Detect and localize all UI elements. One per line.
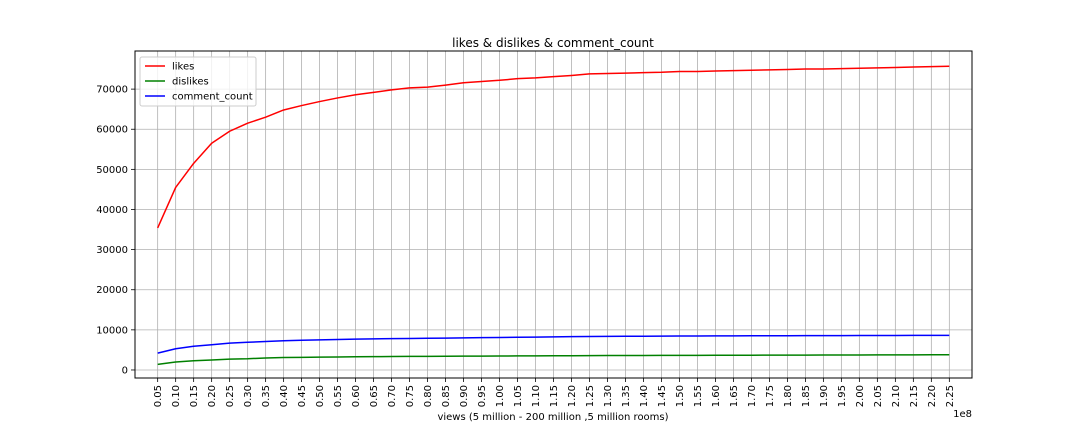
legend: likes dislikes comment_count	[139, 56, 257, 107]
legend-label: comment_count	[172, 92, 253, 103]
x-tick-label: 1.85	[801, 385, 812, 407]
series-line-dislikes	[157, 354, 950, 366]
x-tick-label: 1.80	[783, 385, 794, 407]
x-tick-label: 0.45	[297, 385, 308, 407]
x-tick-label: 1.20	[567, 385, 578, 407]
x-tick-label: 0.30	[243, 385, 254, 407]
x-tick-label: 2.10	[891, 385, 902, 407]
x-tick-label: 2.15	[909, 385, 920, 407]
y-tick-label: 30000	[96, 245, 128, 256]
series-line-likes	[156, 65, 950, 229]
x-tick-label: 1.45	[657, 385, 668, 407]
x-tick-label: 0.50	[315, 385, 326, 407]
legend-label: dislikes	[172, 77, 209, 88]
x-tick-label: 0.15	[189, 385, 200, 407]
x-tick-label: 1.75	[765, 385, 776, 407]
x-tick-label: 0.55	[333, 385, 344, 407]
x-tick-label: 0.85	[441, 385, 452, 407]
x-tick-label: 0.90	[459, 385, 470, 407]
x-offset-label: 1e8	[953, 409, 972, 420]
x-ticks: 0.05 0.10 0.15 0.20 0.25 0.30 0.35 0.40 0.45 0.50…	[153, 378, 956, 407]
legend-box	[139, 56, 257, 107]
x-tick-label: 1.60	[711, 385, 722, 407]
x-tick-label: 0.20	[207, 385, 218, 407]
x-tick-label: 0.05	[153, 385, 164, 407]
x-tick-label: 1.35	[621, 385, 632, 407]
x-tick-label: 0.70	[387, 385, 398, 407]
x-tick-label: 1.40	[639, 385, 650, 407]
x-tick-label: 1.05	[513, 385, 524, 407]
x-tick-label: 1.50	[675, 385, 686, 407]
x-tick-label: 1.65	[729, 385, 740, 407]
y-tick-label: 70000	[96, 85, 128, 96]
x-tick-label: 0.75	[405, 385, 416, 407]
y-tick-label: 20000	[96, 285, 128, 296]
x-tick-label: 0.10	[171, 385, 182, 407]
x-tick-label: 1.55	[693, 385, 704, 407]
y-tick-label: 60000	[96, 125, 128, 136]
x-tick-label: 0.65	[369, 385, 380, 407]
x-tick-label: 1.15	[549, 385, 560, 407]
x-tick-label: 0.35	[261, 385, 272, 407]
x-tick-label: 1.00	[495, 385, 506, 407]
x-tick-label: 1.30	[603, 385, 614, 407]
x-tick-label: 0.25	[225, 385, 236, 407]
x-tick-label: 2.25	[945, 385, 956, 407]
legend-label: likes	[172, 62, 194, 73]
x-tick-label: 0.40	[279, 385, 290, 407]
x-axis-label: views (5 million - 200 million ,5 millio…	[437, 412, 668, 423]
x-tick-label: 1.70	[747, 385, 758, 407]
x-tick-label: 1.90	[819, 385, 830, 407]
x-tick-label: 1.10	[531, 385, 542, 407]
y-tick-label: 10000	[96, 325, 128, 336]
x-tick-label: 0.60	[351, 385, 362, 407]
x-tick-label: 2.20	[927, 385, 938, 407]
y-ticks: 0 10000 20000 30000 40000 50000 60000 70000	[96, 85, 135, 376]
x-tick-label: 1.25	[585, 385, 596, 407]
y-tick-label: 40000	[96, 205, 128, 216]
x-tick-label: 0.80	[423, 385, 434, 407]
x-tick-label: 0.95	[477, 385, 488, 407]
y-tick-label: 0	[122, 365, 128, 376]
chart-title: likes & dislikes & comment_count	[452, 36, 654, 50]
x-tick-label: 2.05	[873, 385, 884, 407]
series-lines	[156, 65, 950, 366]
x-tick-label: 1.95	[837, 385, 848, 407]
series-line-comment-count	[157, 334, 950, 354]
x-tick-label: 2.00	[855, 385, 866, 407]
y-tick-label: 50000	[96, 165, 128, 176]
